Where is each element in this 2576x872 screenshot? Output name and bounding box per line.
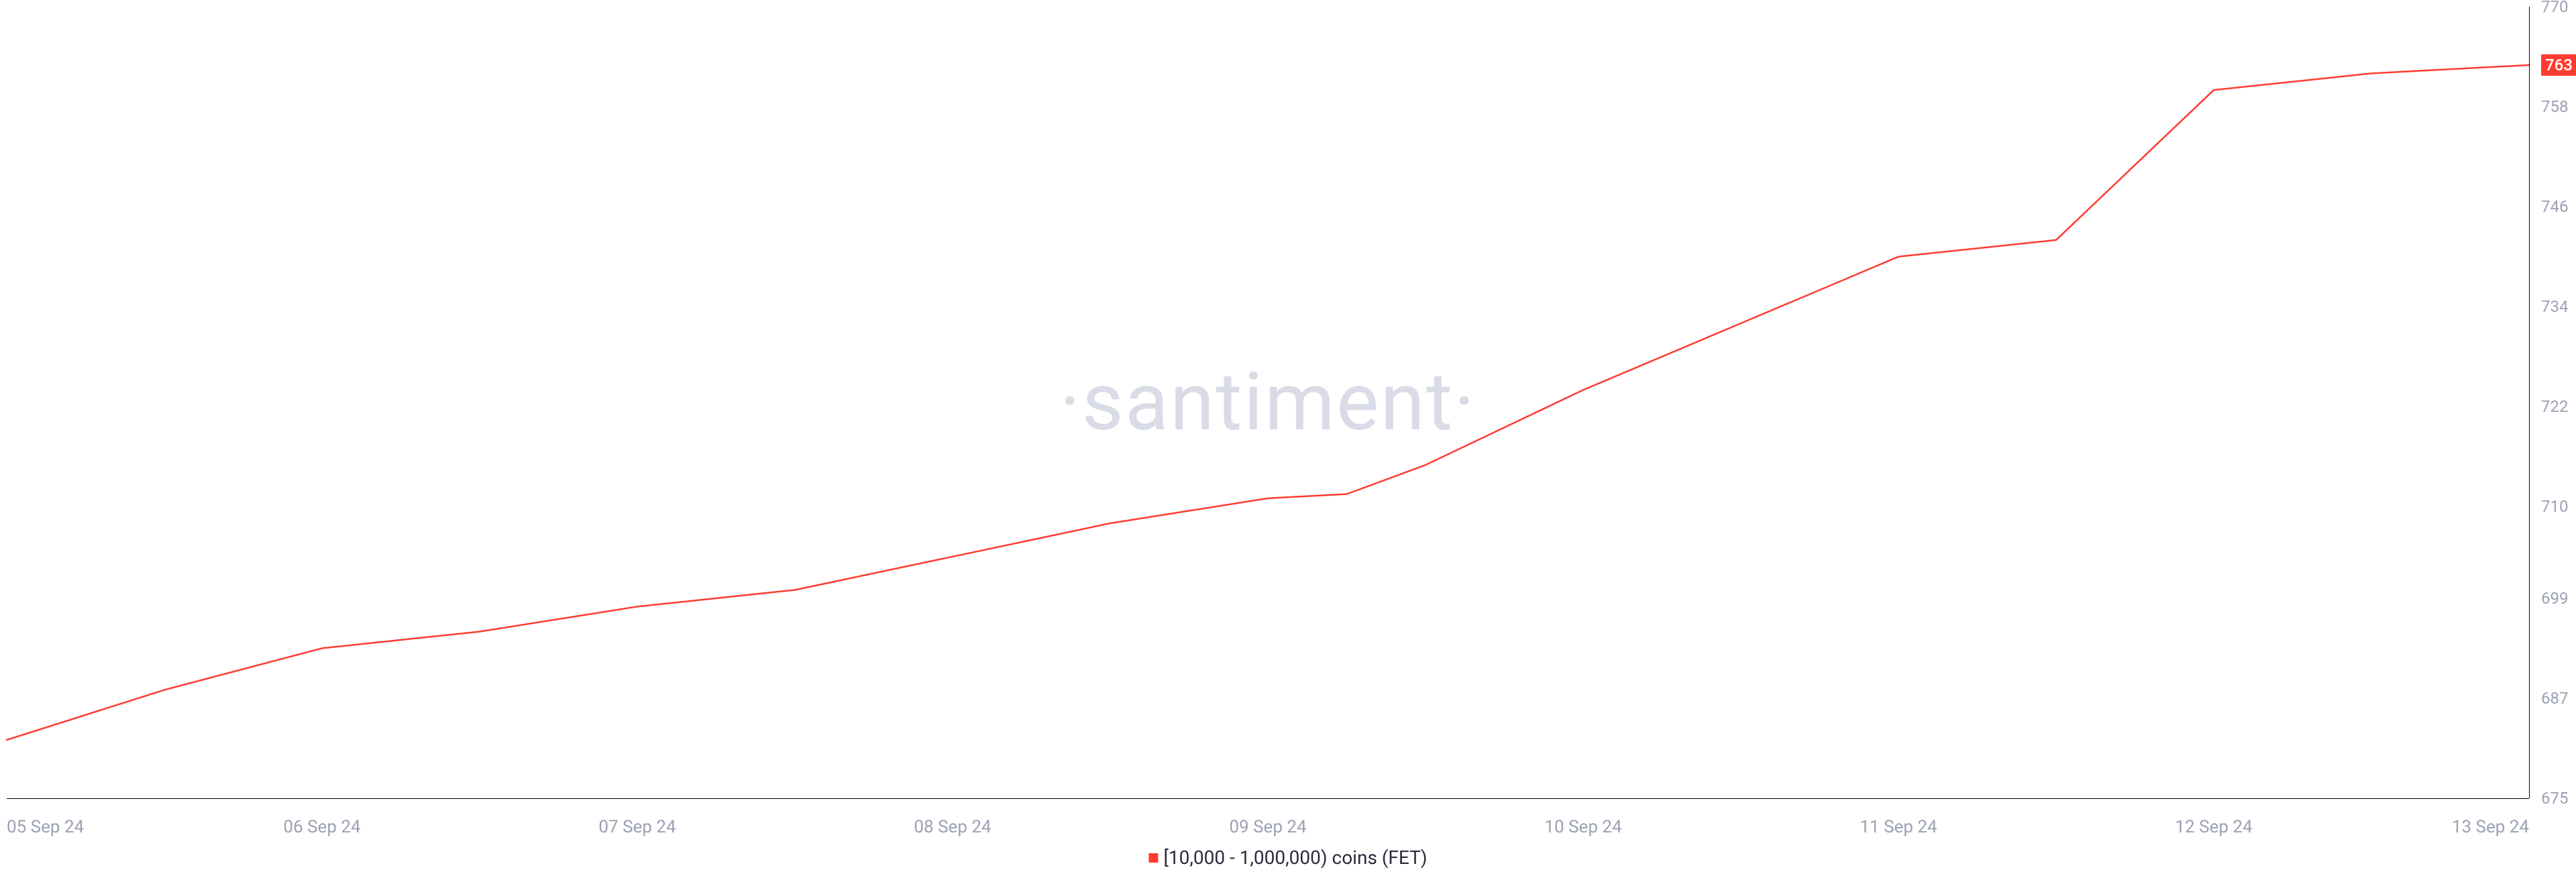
x-tick-label: 09 Sep 24 (1229, 817, 1306, 837)
x-tick-label: 07 Sep 24 (598, 817, 676, 837)
chart-line-svg (0, 0, 2576, 872)
chart-container: ·santiment· 675687699710722734746758770 … (0, 0, 2576, 872)
x-tick-label: 13 Sep 24 (2452, 817, 2529, 837)
series-line (7, 65, 2529, 740)
y-tick-label: 770 (2541, 0, 2568, 16)
x-tick-label: 11 Sep 24 (1860, 817, 1937, 837)
y-tick-label: 734 (2541, 297, 2568, 316)
legend[interactable]: [10,000 - 1,000,000) coins (FET) (1148, 847, 1427, 869)
x-tick-label: 08 Sep 24 (914, 817, 991, 837)
x-tick-label: 06 Sep 24 (283, 817, 360, 837)
last-value-badge: 763 (2541, 54, 2576, 76)
x-tick-label: 05 Sep 24 (7, 817, 84, 837)
legend-label: [10,000 - 1,000,000) coins (FET) (1163, 847, 1427, 869)
y-tick-label: 687 (2541, 689, 2568, 708)
y-tick-label: 675 (2541, 789, 2568, 808)
x-tick-label: 12 Sep 24 (2175, 817, 2252, 837)
y-tick-label: 699 (2541, 589, 2568, 608)
y-tick-label: 746 (2541, 197, 2568, 216)
legend-swatch (1148, 853, 1158, 863)
y-tick-label: 722 (2541, 397, 2568, 416)
x-axis-baseline (7, 798, 2529, 799)
last-value-text: 763 (2545, 56, 2573, 74)
y-axis-baseline (2529, 7, 2530, 798)
y-tick-label: 710 (2541, 497, 2568, 516)
y-tick-label: 758 (2541, 97, 2568, 116)
x-tick-label: 10 Sep 24 (1544, 817, 1621, 837)
